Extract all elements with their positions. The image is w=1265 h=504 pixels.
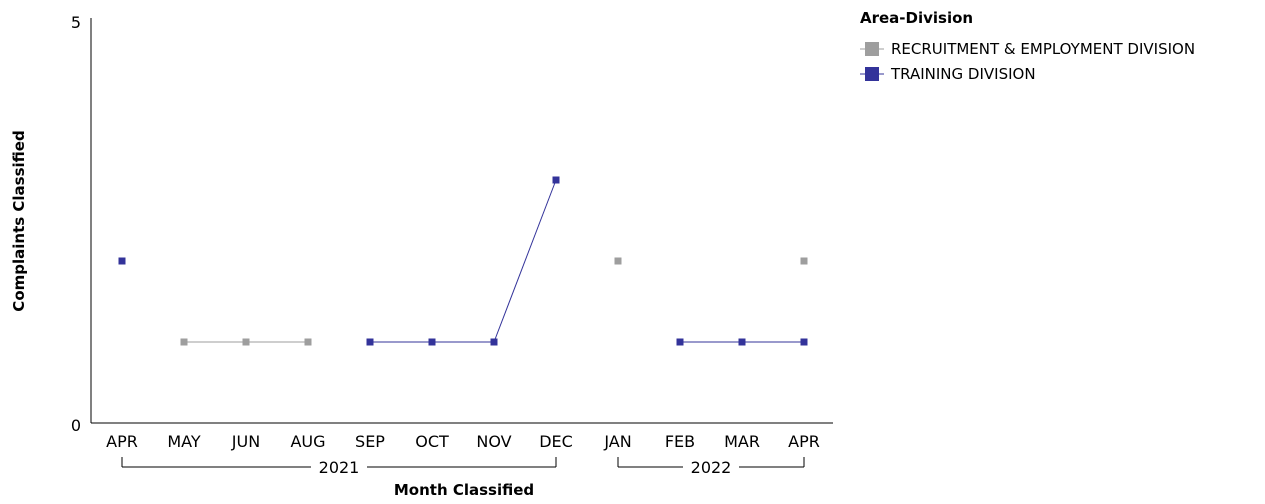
x-ticks: APR MAY JUN AUG SEP OCT NOV DEC JAN FEB MAR APR: [106, 432, 820, 451]
x-tick-label: MAY: [167, 432, 201, 451]
x-tick-label: APR: [788, 432, 820, 451]
legend-title: Area-Division: [860, 9, 973, 27]
series-training: [118, 176, 808, 346]
x-tick-label: MAR: [724, 432, 760, 451]
x-tick-label: OCT: [415, 432, 449, 451]
data-point[interactable]: [800, 338, 808, 346]
y-ticks: 5 0: [71, 13, 81, 435]
data-point[interactable]: [118, 257, 126, 265]
x-axis-title: Month Classified: [394, 481, 534, 499]
y-tick-label-max: 5: [71, 13, 81, 32]
x-tick-label: JUN: [231, 432, 260, 451]
legend-marker-swatch: [865, 42, 879, 56]
x-tick-label: JAN: [603, 432, 631, 451]
x-tick-label: NOV: [476, 432, 511, 451]
data-point[interactable]: [800, 257, 808, 265]
y-tick-label-min: 0: [71, 416, 81, 435]
data-point[interactable]: [490, 338, 498, 346]
axes: [90, 18, 833, 424]
legend-item-label[interactable]: RECRUITMENT & EMPLOYMENT DIVISION: [891, 40, 1195, 58]
x-tick-label: DEC: [539, 432, 573, 451]
data-point[interactable]: [738, 338, 746, 346]
data-point[interactable]: [428, 338, 436, 346]
legend-marker-swatch: [865, 67, 879, 81]
x-tick-label: FEB: [665, 432, 695, 451]
x-tick-label: APR: [106, 432, 138, 451]
year-group-label: 2021: [319, 458, 360, 477]
series-line-segment: [493, 179, 557, 343]
y-axis-title: Complaints Classified: [10, 130, 28, 311]
series-recruitment-employment: [180, 257, 808, 346]
data-point[interactable]: [552, 176, 560, 184]
x-tick-label: SEP: [355, 432, 385, 451]
data-point[interactable]: [366, 338, 374, 346]
legend-item-label[interactable]: TRAINING DIVISION: [890, 65, 1036, 83]
data-point[interactable]: [304, 338, 312, 346]
series-layer: [118, 176, 808, 346]
data-point[interactable]: [242, 338, 250, 346]
x-tick-label: AUG: [290, 432, 325, 451]
data-point[interactable]: [676, 338, 684, 346]
legend-items: RECRUITMENT & EMPLOYMENT DIVISION TRAININ…: [860, 40, 1195, 83]
year-group-label: 2022: [691, 458, 732, 477]
year-groups: 2021 2022: [121, 457, 805, 477]
data-point[interactable]: [180, 338, 188, 346]
data-point[interactable]: [614, 257, 622, 265]
legend: Area-Division RECRUITMENT & EMPLOYMENT D…: [860, 9, 1195, 83]
